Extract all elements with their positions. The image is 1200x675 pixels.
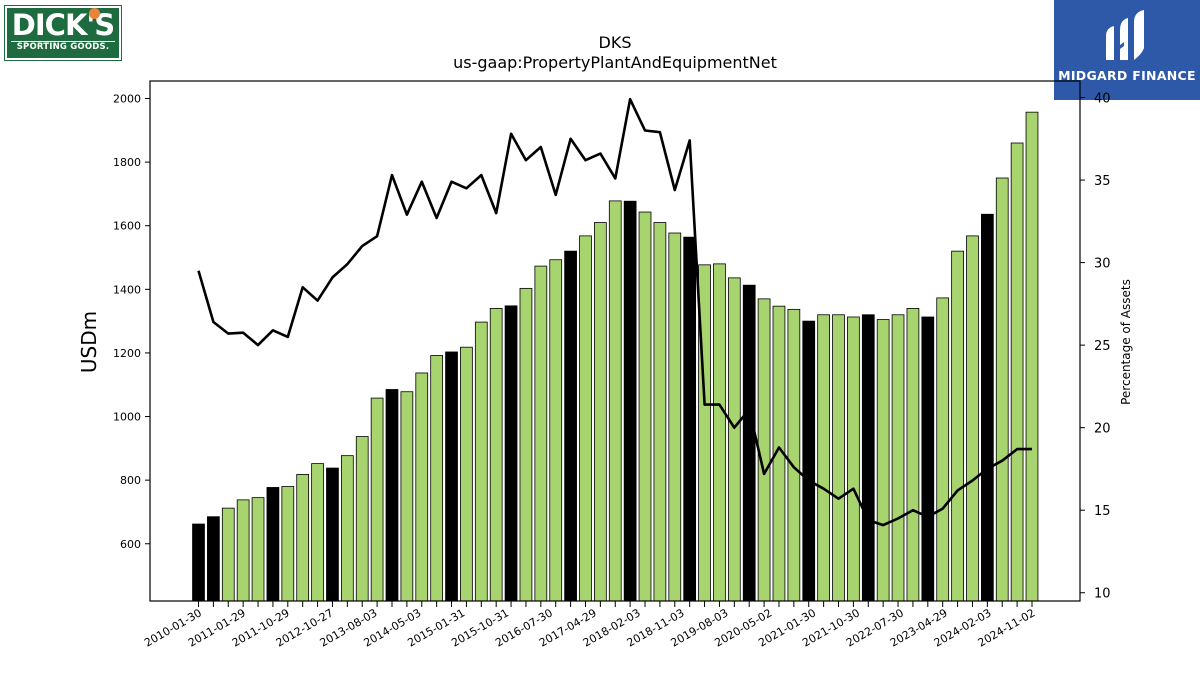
bar xyxy=(787,308,801,602)
bar xyxy=(861,314,875,602)
bar xyxy=(430,355,443,602)
y2-tick-label: 35 xyxy=(1094,174,1111,189)
bar xyxy=(474,321,488,602)
bar xyxy=(757,298,771,602)
y-tick-label: 1200 xyxy=(113,347,141,360)
bar xyxy=(713,263,726,602)
bar xyxy=(638,211,652,602)
bar xyxy=(281,486,295,602)
y-tick-label: 1400 xyxy=(113,283,141,296)
y2-axis-label: Percentage of Assets xyxy=(1119,279,1133,405)
bar xyxy=(251,497,265,602)
y-tick-label: 600 xyxy=(120,538,141,551)
bar xyxy=(653,222,667,602)
dicks-logo: DICK'S SPORTING GOODS. xyxy=(5,6,121,60)
basketball-icon xyxy=(89,8,100,19)
bar xyxy=(311,463,324,602)
bar xyxy=(460,346,473,602)
y2-tick-label: 30 xyxy=(1094,257,1111,272)
bar xyxy=(951,250,964,602)
bar xyxy=(966,235,979,602)
bar xyxy=(594,222,607,602)
bar xyxy=(921,316,935,602)
bar xyxy=(623,200,637,602)
bar xyxy=(385,389,399,602)
bar xyxy=(355,436,369,602)
y2-tick-label: 20 xyxy=(1094,422,1111,437)
bar xyxy=(326,467,339,602)
bar xyxy=(266,487,280,602)
bar xyxy=(995,177,1009,602)
y2-tick-label: 25 xyxy=(1094,339,1111,354)
bar xyxy=(504,305,518,602)
dicks-logo-tagline: SPORTING GOODS. xyxy=(11,41,115,53)
bar xyxy=(370,397,384,602)
bar xyxy=(742,284,756,602)
y-tick-label: 1600 xyxy=(113,220,141,233)
bar xyxy=(579,235,592,602)
bar xyxy=(192,523,205,602)
midgard-logo: MIDGARD FINANCE xyxy=(1054,0,1200,100)
midgard-logo-name: MIDGARD FINANCE xyxy=(1058,68,1196,83)
y-tick-label: 1800 xyxy=(113,156,141,169)
bar xyxy=(847,316,860,602)
bar xyxy=(340,455,354,602)
bar xyxy=(608,200,622,602)
bar xyxy=(683,236,697,602)
chart-title: DKS xyxy=(599,33,632,52)
bar xyxy=(980,213,994,602)
chart-subtitle: us-gaap:PropertyPlantAndEquipmentNet xyxy=(453,53,777,72)
bar xyxy=(802,320,816,602)
bar xyxy=(207,516,220,602)
y-tick-label: 800 xyxy=(120,474,141,487)
bar xyxy=(832,314,845,602)
bar xyxy=(549,259,563,602)
bar xyxy=(668,232,682,602)
bar xyxy=(415,372,429,602)
y2-tick-label: 10 xyxy=(1094,587,1111,602)
y2-tick-label: 40 xyxy=(1094,92,1111,107)
bar xyxy=(1010,142,1024,602)
bar xyxy=(489,308,503,602)
y2-tick-label: 15 xyxy=(1094,504,1111,519)
bar xyxy=(727,277,741,602)
bar xyxy=(296,474,310,602)
bar xyxy=(906,308,920,602)
midgard-emblem-icon xyxy=(1106,10,1144,60)
bar xyxy=(936,297,950,602)
series-line xyxy=(197,97,1032,527)
bar xyxy=(445,351,458,602)
y-axis-label: USDm xyxy=(77,311,101,373)
bar xyxy=(564,250,577,602)
bar xyxy=(876,319,890,602)
y-tick-label: 1000 xyxy=(113,411,141,424)
bar xyxy=(236,499,250,602)
bar xyxy=(534,265,548,602)
bar xyxy=(891,314,905,602)
bar xyxy=(1025,111,1039,602)
bar xyxy=(400,391,414,602)
bar xyxy=(817,314,830,602)
y-tick-label: 2000 xyxy=(113,92,141,105)
bar xyxy=(519,287,533,602)
bar xyxy=(221,507,235,602)
